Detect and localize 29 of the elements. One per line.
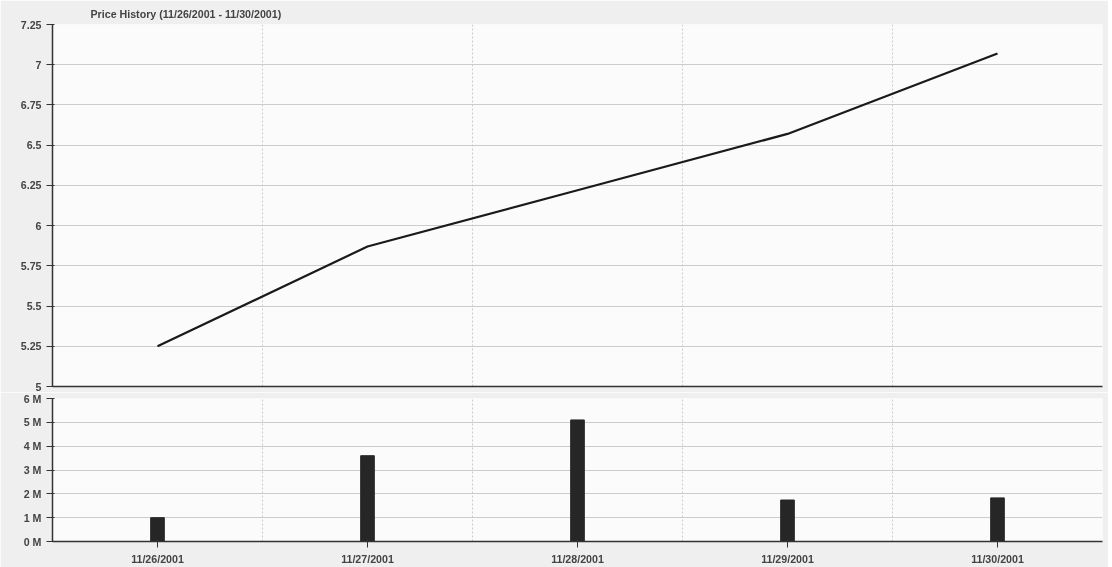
bar bbox=[150, 517, 165, 542]
y-tick-label: 3 M bbox=[23, 464, 42, 476]
y-tick-label: 5.25 bbox=[20, 340, 42, 353]
y-tick-label: 5 M bbox=[23, 416, 42, 429]
y-tick-label: 1 M bbox=[23, 511, 42, 524]
y-tick-label: 2 M bbox=[23, 487, 42, 500]
y-tick-label: 6 M bbox=[23, 392, 42, 405]
y-tick-label: 4 M bbox=[23, 440, 42, 453]
y-tick-label: 0 M bbox=[23, 535, 42, 548]
y-tick-label: 5.75 bbox=[20, 259, 42, 272]
line-series bbox=[156, 52, 999, 348]
y-tick-label: 6.5 bbox=[26, 139, 42, 152]
y-tick-label: 5 bbox=[35, 380, 42, 393]
bar bbox=[780, 499, 795, 542]
x-tick-label: 11/30/2001 bbox=[971, 552, 1024, 565]
y-tick-label: 6.75 bbox=[20, 98, 42, 111]
x-tick-label: 11/26/2001 bbox=[131, 552, 184, 565]
x-tick-label: 11/29/2001 bbox=[761, 552, 814, 565]
x-tick-label: 11/27/2001 bbox=[341, 552, 394, 565]
bar bbox=[990, 497, 1005, 542]
y-tick-label: 7 bbox=[35, 58, 42, 71]
y-tick-label: 7.25 bbox=[20, 18, 42, 31]
bar bbox=[570, 419, 585, 542]
y-tick-label: 6 bbox=[35, 219, 42, 232]
bar bbox=[360, 455, 375, 542]
chart-title: Price History (11/26/2001 - 11/30/2001) bbox=[90, 7, 282, 20]
y-tick-label: 6.25 bbox=[20, 179, 42, 192]
y-tick-label: 5.5 bbox=[26, 300, 42, 313]
x-tick-label: 11/28/2001 bbox=[551, 552, 604, 565]
